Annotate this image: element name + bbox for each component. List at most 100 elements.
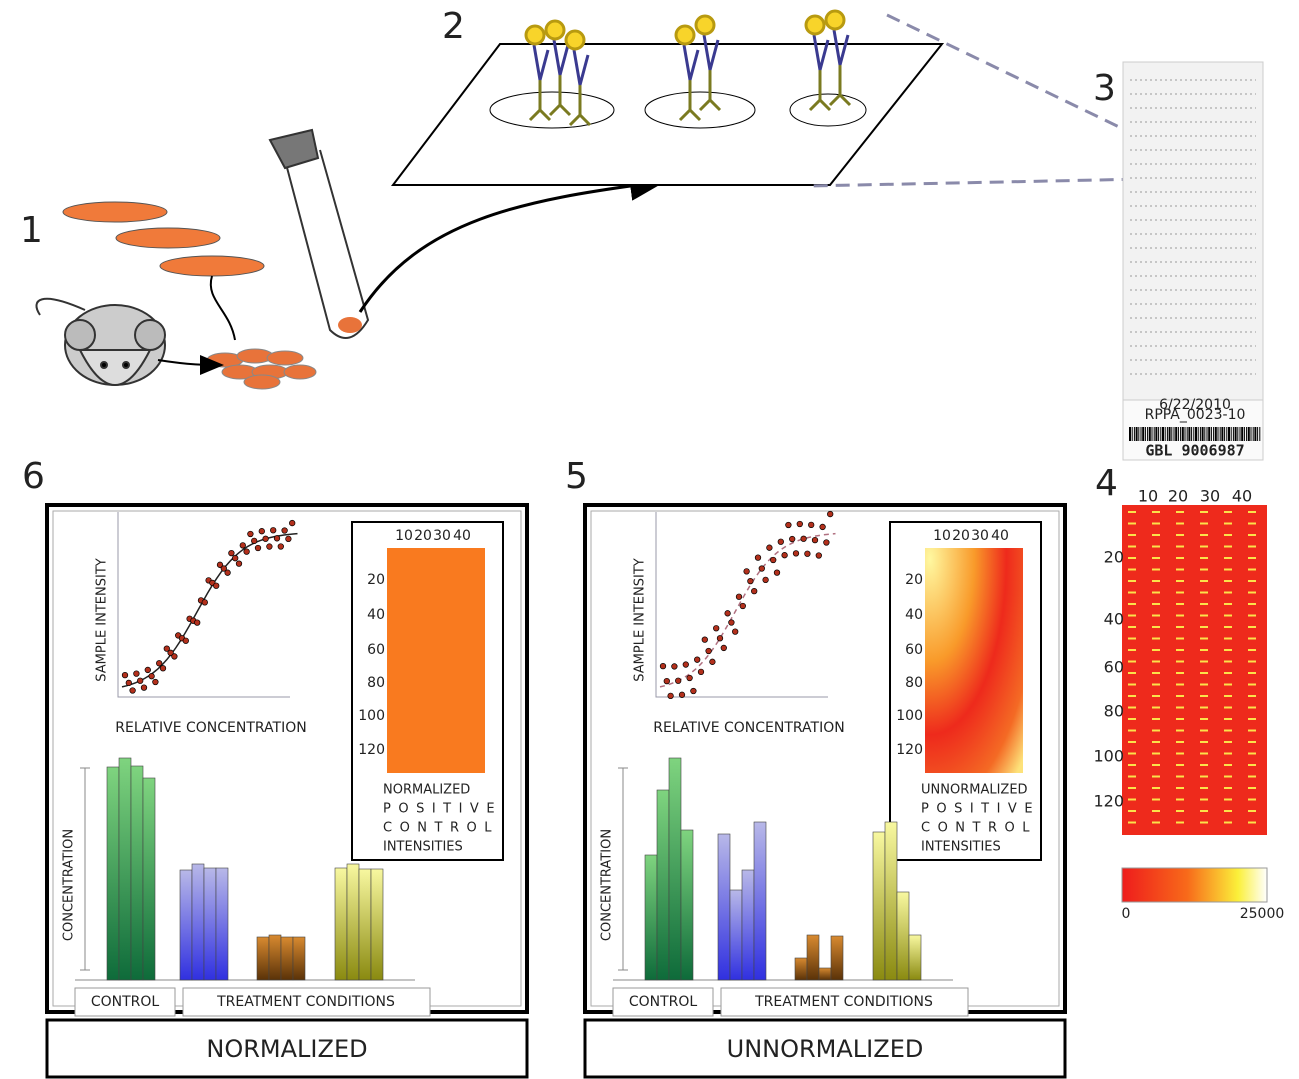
point	[687, 675, 693, 681]
point	[172, 654, 178, 660]
point	[801, 536, 807, 542]
bar	[681, 830, 693, 980]
x-label: RELATIVE CONCENTRATION	[653, 720, 844, 736]
inset-y-tick: 40	[367, 607, 385, 623]
point	[240, 543, 246, 549]
shape	[63, 202, 167, 222]
inset-y-tick: 80	[905, 675, 923, 691]
group-label: TREATMENT CONDITIONS	[216, 994, 395, 1010]
point	[763, 577, 769, 583]
point	[698, 669, 704, 675]
point	[251, 538, 257, 544]
point	[797, 521, 803, 527]
point	[751, 588, 757, 594]
point	[278, 544, 284, 550]
antigen	[566, 31, 584, 49]
point	[755, 555, 761, 561]
shape	[36, 299, 85, 315]
point	[732, 629, 738, 635]
x-tick-label: 10	[1138, 487, 1158, 506]
point	[778, 539, 784, 545]
bar	[873, 832, 885, 980]
inset-x-tick: 30	[971, 528, 989, 544]
bar	[807, 935, 819, 980]
inset-heatmap	[387, 548, 485, 773]
label: GBL 9006987	[1145, 442, 1244, 460]
x-tick-label: 40	[1232, 487, 1252, 506]
point	[259, 528, 265, 534]
point	[767, 545, 773, 551]
antigen	[526, 26, 544, 44]
point	[232, 555, 238, 561]
inset-caption: CONTROL	[383, 821, 499, 836]
point	[286, 536, 292, 542]
shape	[207, 349, 316, 389]
point	[808, 522, 814, 528]
inset-y-tick: 80	[367, 675, 385, 691]
shape	[65, 320, 95, 350]
point	[664, 678, 670, 684]
inset-y-tick: 120	[896, 742, 923, 758]
inset-caption: POSITIVE	[921, 802, 1040, 817]
inset-y-tick: 60	[905, 642, 923, 658]
point	[774, 570, 780, 576]
y-label: SAMPLE INTENSITY	[633, 558, 648, 681]
inset-y-tick: 40	[905, 607, 923, 623]
bar	[657, 790, 669, 980]
point	[236, 561, 242, 567]
point	[134, 671, 140, 677]
inset-x-tick: 40	[453, 528, 471, 544]
point	[683, 662, 689, 668]
point	[729, 620, 735, 626]
bar	[371, 869, 383, 980]
point	[786, 522, 792, 528]
inset-x-tick: 20	[952, 528, 970, 544]
antigen	[826, 11, 844, 29]
bar	[204, 868, 216, 980]
point	[782, 552, 788, 558]
point	[153, 679, 159, 685]
point	[736, 594, 742, 600]
bar	[754, 822, 766, 980]
point	[827, 511, 833, 517]
shape	[393, 44, 942, 185]
point	[691, 688, 697, 694]
shape	[360, 182, 660, 312]
bar	[669, 758, 681, 980]
inset-heatmap	[925, 548, 1023, 773]
point	[282, 528, 288, 534]
shape	[270, 130, 368, 338]
label: 25000	[1240, 906, 1285, 922]
point	[759, 566, 765, 572]
point	[672, 664, 678, 670]
point	[793, 551, 799, 557]
inset-x-tick: 20	[414, 528, 432, 544]
fit-curve	[122, 534, 298, 687]
footer-label: UNNORMALIZED	[727, 1035, 924, 1063]
bar	[742, 870, 754, 980]
point	[740, 603, 746, 609]
shape	[63, 202, 264, 276]
bar	[180, 870, 192, 980]
panel: UNNORMALIZED SAMPLE INTENSITY RELATIVE CON…	[585, 505, 1065, 1077]
inset-y-tick: 20	[367, 572, 385, 588]
point	[156, 660, 162, 666]
label: 3	[1093, 68, 1116, 109]
group-label: TREATMENT CONDITIONS	[754, 994, 933, 1010]
label: RPPA_0023-10	[1145, 407, 1246, 423]
shape: NORMALIZED SAMPLE INTENSITY RELATIVE CONCE…	[47, 505, 1065, 1077]
point	[126, 680, 132, 686]
point	[710, 659, 716, 665]
point	[160, 665, 166, 671]
inset-y-tick: 100	[896, 708, 923, 724]
inset-caption: NORMALIZED	[383, 783, 470, 798]
point	[194, 620, 200, 626]
point	[770, 557, 776, 563]
bar	[347, 864, 359, 980]
point	[713, 625, 719, 631]
figure: 1 2 3 4 5 6 6/22/2010 RPPA_0023-10 GBL 9…	[0, 0, 1299, 1079]
point	[725, 611, 731, 617]
x-tick-label: 30	[1200, 487, 1220, 506]
bar-y-label: CONCENTRATION	[62, 829, 77, 941]
label: 2	[442, 6, 465, 47]
